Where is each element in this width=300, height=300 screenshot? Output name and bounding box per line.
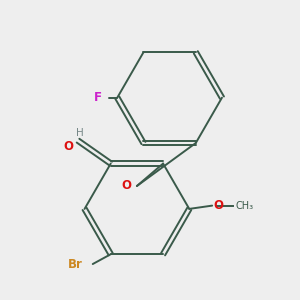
Text: O: O xyxy=(121,179,131,193)
Text: H: H xyxy=(76,128,83,139)
Text: O: O xyxy=(64,140,74,153)
Text: O: O xyxy=(214,199,224,212)
Text: Br: Br xyxy=(68,257,83,271)
Text: F: F xyxy=(94,91,102,104)
Text: CH₃: CH₃ xyxy=(235,201,253,211)
